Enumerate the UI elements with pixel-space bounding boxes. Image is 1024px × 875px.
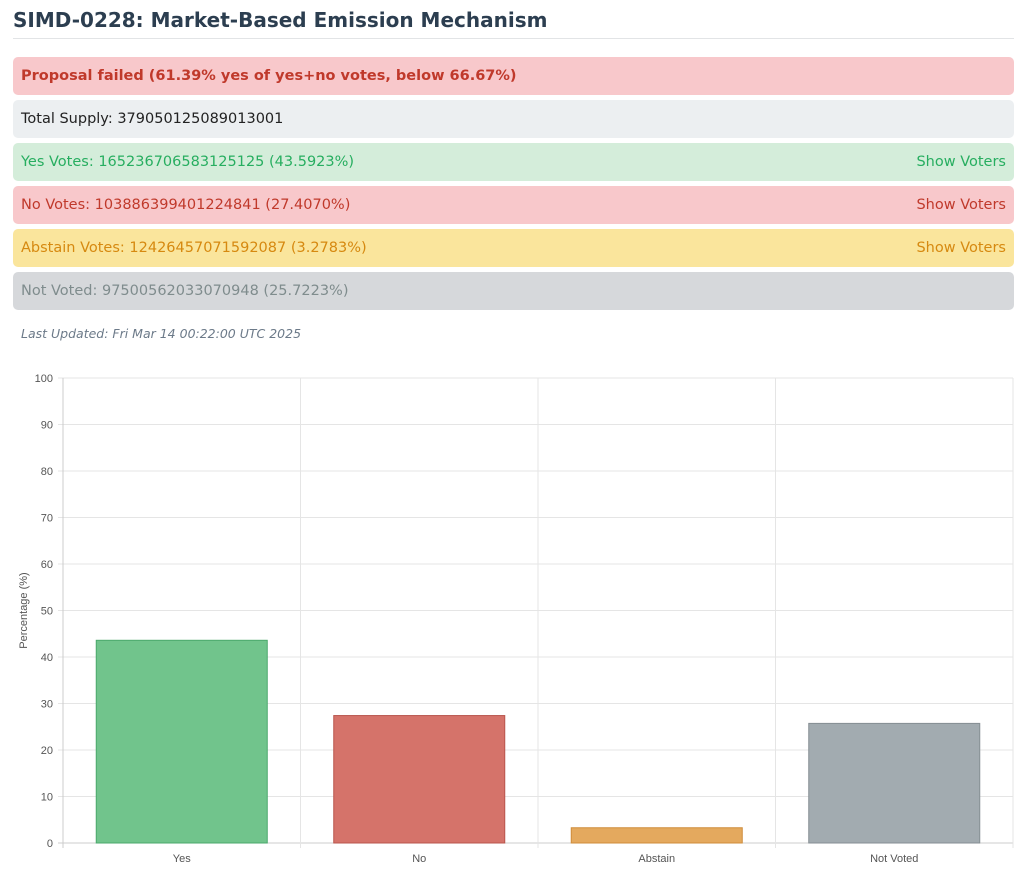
abstain-votes-text: Abstain Votes: 12426457071592087 (3.2783… — [21, 240, 367, 256]
y-tick-label: 30 — [41, 699, 53, 711]
bar-not-voted — [808, 722, 981, 844]
not-voted-text: Not Voted: 97500562033070948 (25.7223%) — [21, 283, 349, 299]
votes-bar-chart: 0 10 20 30 40 50 60 70 80 90 100 Yes No Abstain Not Vo… — [0, 360, 1024, 875]
x-tick-label: Abstain — [638, 853, 675, 865]
x-tick-label: No — [412, 853, 426, 865]
x-tick-label: Not Voted — [870, 853, 918, 865]
y-tick-label: 0 — [47, 838, 53, 850]
y-tick-label: 80 — [41, 466, 53, 478]
proposal-status-text: Proposal failed (61.39% yes of yes+no vo… — [21, 68, 517, 84]
not-voted-row: Not Voted: 97500562033070948 (25.7223%) — [13, 272, 1014, 310]
total-supply-row: Total Supply: 379050125089013001 — [13, 100, 1014, 138]
y-axis-title: Percentage (%) — [18, 572, 30, 648]
y-tick-label: 60 — [41, 559, 53, 571]
y-tick-label: 10 — [41, 792, 53, 804]
y-tick-label: 100 — [35, 373, 53, 385]
y-tick-label: 50 — [41, 606, 53, 618]
y-tick-label: 90 — [41, 420, 53, 432]
y-tick-label: 40 — [41, 652, 53, 664]
bar-abstain — [570, 827, 743, 844]
title-divider — [13, 38, 1014, 39]
proposal-status-alert: Proposal failed (61.39% yes of yes+no vo… — [13, 57, 1014, 95]
bar-yes — [95, 639, 268, 844]
x-tick-label: Yes — [173, 853, 191, 865]
last-updated-text: Last Updated: Fri Mar 14 00:22:00 UTC 20… — [21, 326, 302, 341]
chart-canvas: 0 10 20 30 40 50 60 70 80 90 100 Yes No Abstain Not Vo… — [18, 373, 1014, 865]
total-supply-text: Total Supply: 379050125089013001 — [21, 111, 284, 127]
no-votes-row: No Votes: 103886399401224841 (27.4070%) … — [13, 186, 1014, 224]
show-no-voters-link[interactable]: Show Voters — [916, 197, 1006, 213]
show-yes-voters-link[interactable]: Show Voters — [916, 154, 1006, 170]
y-tick-label: 20 — [41, 745, 53, 757]
abstain-votes-row: Abstain Votes: 12426457071592087 (3.2783… — [13, 229, 1014, 267]
bar-no — [333, 715, 506, 844]
yes-votes-row: Yes Votes: 165236706583125125 (43.5923%)… — [13, 143, 1014, 181]
no-votes-text: No Votes: 103886399401224841 (27.4070%) — [21, 197, 351, 213]
y-tick-label: 70 — [41, 513, 53, 525]
yes-votes-text: Yes Votes: 165236706583125125 (43.5923%) — [21, 154, 355, 170]
page-title: SIMD-0228: Market-Based Emission Mechani… — [13, 8, 548, 32]
show-abstain-voters-link[interactable]: Show Voters — [916, 240, 1006, 256]
